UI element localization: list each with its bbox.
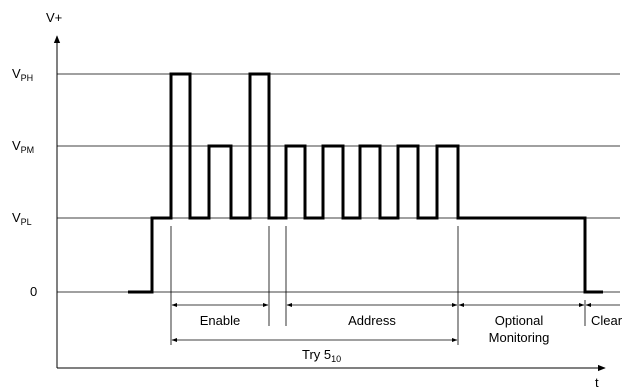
monitoring-label: Monitoring (489, 330, 550, 345)
address-label: Address (348, 313, 396, 328)
level-label-vpl: VPL (12, 210, 32, 227)
level-label-zero: 0 (30, 284, 37, 299)
y-axis-label: V+ (46, 10, 62, 25)
try-label: Try 510 (302, 347, 341, 364)
level-label-vph: VPH (12, 66, 33, 83)
x-axis-label: t (595, 375, 599, 389)
waveform (128, 72, 603, 294)
clear-label: Clear (591, 313, 623, 328)
enable-label: Enable (200, 313, 240, 328)
optional-label: Optional (495, 313, 544, 328)
level-label-vpm: VPM (12, 138, 34, 155)
